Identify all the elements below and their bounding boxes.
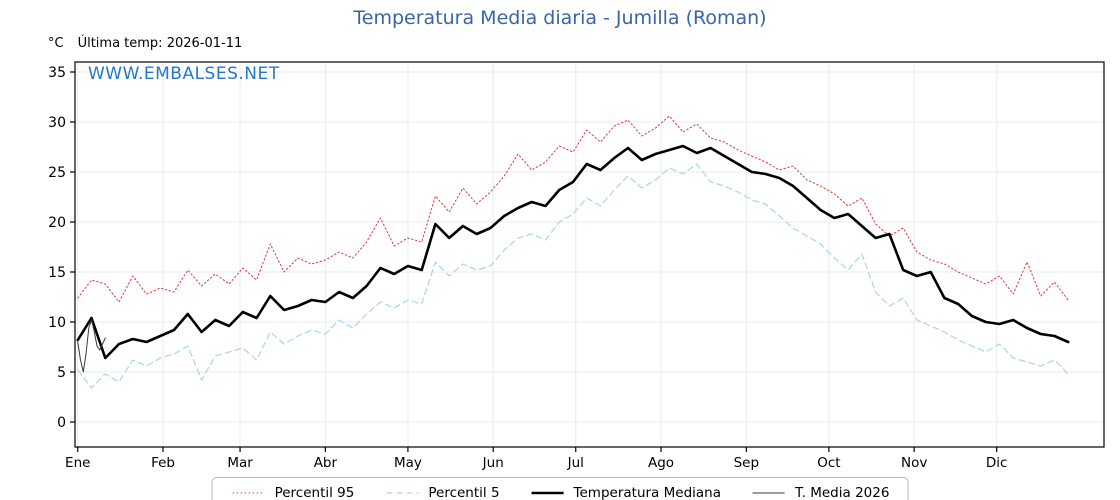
legend-label-percentil-95: Percentil 95 <box>274 485 355 500</box>
legend-line-sample-mediana <box>531 491 564 495</box>
legend-label-percentil-5: Percentil 5 <box>428 485 500 500</box>
y-tick-label: 10 <box>48 315 66 331</box>
legend-item-media-2026: T. Media 2026 <box>751 485 889 500</box>
legend-item-mediana: Temperatura Mediana <box>530 485 721 500</box>
x-tick-label: Abr <box>314 455 338 471</box>
series-line-t-media-2026 <box>77 319 106 373</box>
y-tick-label: 15 <box>48 265 66 281</box>
legend-label-mediana: Temperatura Mediana <box>573 485 721 500</box>
series-line-temperatura-mediana <box>76 144 1070 360</box>
chart-legend: Percentil 95 Percentil 5 Temperatura Med… <box>211 477 909 500</box>
watermark-text: WWW.EMBALSES.NET <box>88 64 280 84</box>
axis-box <box>74 61 1105 448</box>
x-tick-label: Feb <box>151 455 175 471</box>
y-tick-label: 20 <box>48 215 66 231</box>
x-tick-label: Nov <box>901 455 927 471</box>
series-line-percentil-5 <box>77 163 1069 389</box>
y-tick-label: 25 <box>48 165 66 181</box>
y-tick-label: 5 <box>57 365 66 381</box>
chart-header-info: °C Última temp: 2026-01-11 <box>48 36 242 51</box>
legend-line-sample-percentil-5 <box>386 492 419 494</box>
legend-item-percentil-95: Percentil 95 <box>231 485 355 500</box>
x-tick-label: Jul <box>567 455 584 471</box>
x-tick-label: Sep <box>734 455 759 471</box>
page-title: Temperatura Media diaria - Jumilla (Roma… <box>353 7 767 29</box>
y-tick-label: 35 <box>48 65 66 81</box>
x-tick-label: Ago <box>648 455 674 471</box>
series-line-percentil-95 <box>77 115 1069 303</box>
legend-line-sample-percentil-95 <box>232 492 265 494</box>
y-tick-label: 0 <box>57 415 66 431</box>
legend-line-sample-media-2026 <box>753 492 785 494</box>
x-tick-label: Mar <box>227 455 253 471</box>
legend-label-media-2026: T. Media 2026 <box>795 485 890 500</box>
x-tick-label: Oct <box>817 455 840 471</box>
x-tick-label: Dic <box>986 455 1008 471</box>
last-temp-label: Última temp: 2026-01-11 <box>77 36 243 51</box>
y-axis-unit-label: °C <box>48 36 64 51</box>
x-tick-label: Ene <box>65 455 90 471</box>
legend-item-percentil-5: Percentil 5 <box>384 485 500 500</box>
x-tick-label: May <box>394 455 422 471</box>
x-tick-label: Jun <box>482 455 504 471</box>
y-tick-label: 30 <box>48 115 66 131</box>
